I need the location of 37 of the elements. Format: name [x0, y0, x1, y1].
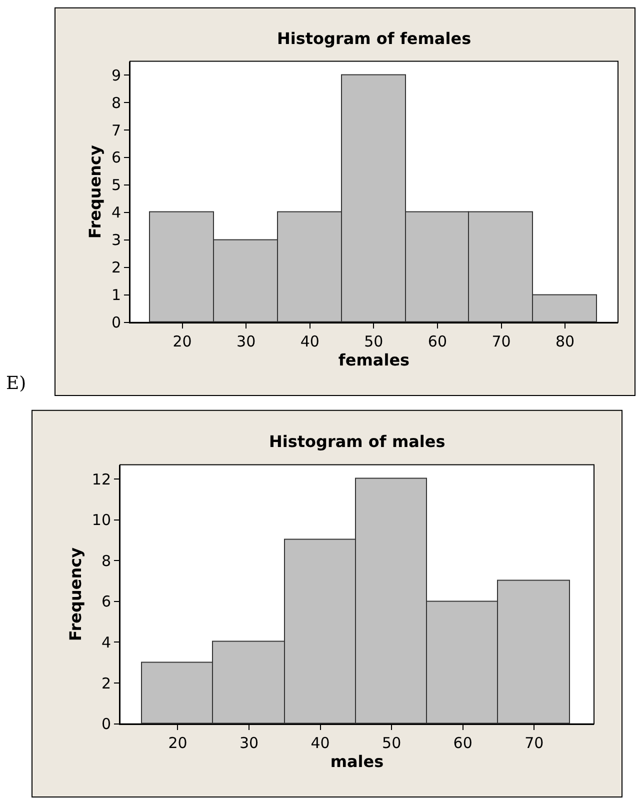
- x-axis-title: males: [330, 752, 384, 771]
- y-tick-label: 6: [101, 592, 111, 611]
- x-axis-title: females: [338, 350, 410, 370]
- y-tick-label: 7: [111, 121, 121, 140]
- x-tick-label: 70: [492, 332, 511, 350]
- chart-title: Histogram of males: [269, 432, 446, 451]
- x-tick-label: 40: [300, 332, 320, 350]
- x-tick-label: 30: [239, 734, 259, 752]
- y-tick-label: 4: [111, 204, 121, 222]
- x-tick-label: 30: [236, 332, 256, 350]
- y-tick-label: 5: [111, 176, 121, 194]
- y-tick-label: 4: [101, 633, 111, 652]
- y-tick-label: 6: [111, 148, 121, 167]
- y-tick-label: 1: [111, 286, 121, 304]
- y-tick-label: 8: [101, 552, 111, 570]
- x-tick-label: 80: [556, 332, 575, 350]
- y-tick-label: 2: [111, 258, 121, 277]
- y-tick-label: 10: [92, 511, 111, 530]
- x-tick-label: 60: [453, 734, 472, 752]
- y-tick-label: 0: [111, 314, 121, 332]
- text: E): [6, 373, 26, 394]
- y-tick-label: 9: [111, 66, 121, 84]
- y-axis-title: Frequency: [66, 546, 85, 642]
- y-tick-label: 0: [101, 715, 111, 734]
- x-tick-label: 70: [524, 734, 544, 752]
- x-tick-label: 20: [172, 332, 192, 350]
- x-tick-label: 60: [428, 332, 448, 350]
- x-tick-label: 40: [310, 734, 330, 752]
- y-axis-title: Frequency: [85, 144, 104, 239]
- y-tick-label: 12: [92, 470, 111, 488]
- chart-title: Histogram of females: [277, 29, 472, 48]
- x-tick-label: 20: [168, 734, 188, 752]
- y-tick-label: 2: [101, 674, 111, 692]
- x-tick-label: 50: [364, 332, 384, 350]
- y-tick-label: 8: [111, 94, 121, 112]
- y-tick-label: 3: [111, 231, 121, 250]
- x-tick-label: 50: [382, 734, 402, 752]
